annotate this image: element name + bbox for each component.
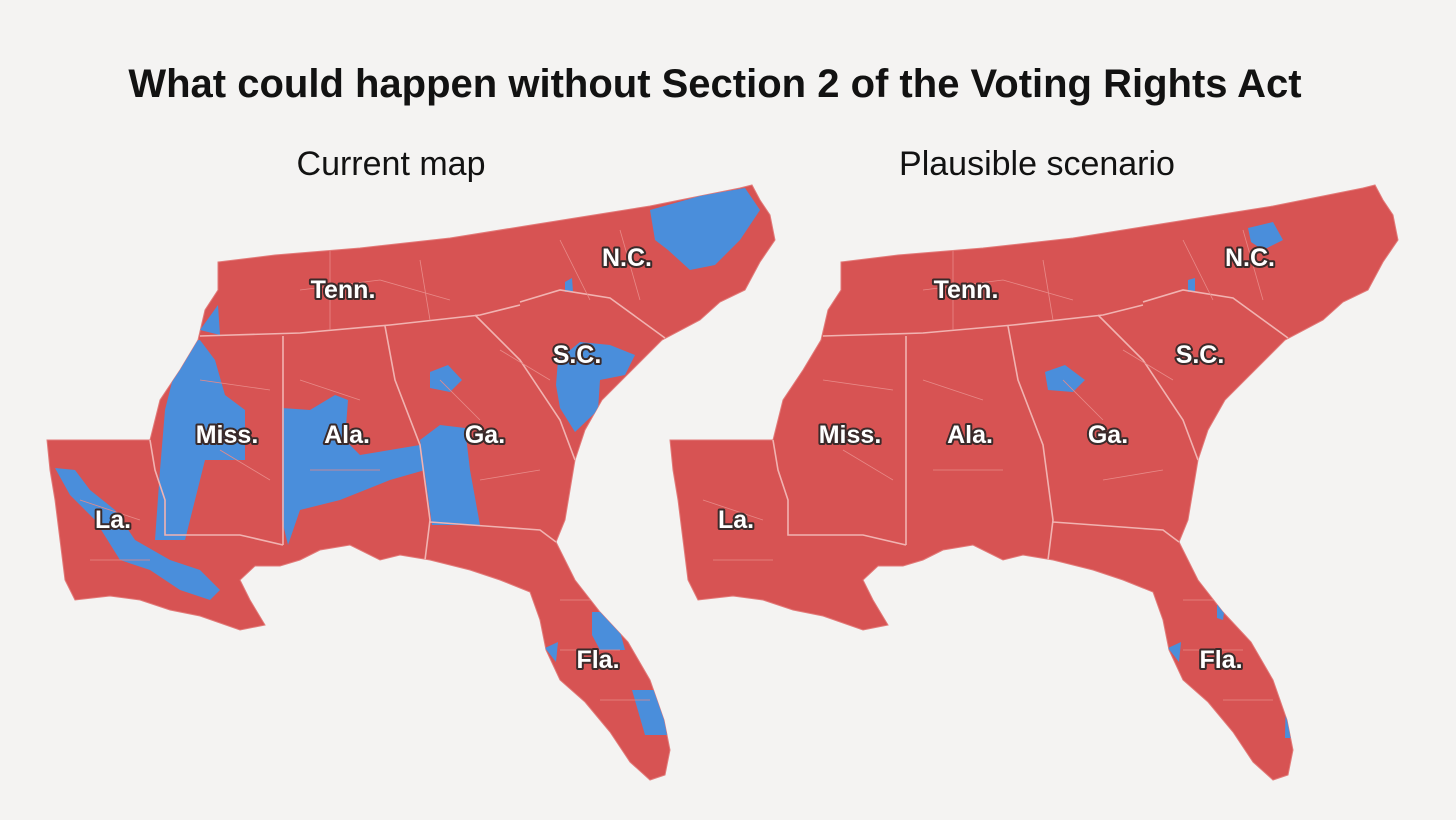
title: What could happen without Section 2 of t… xyxy=(128,62,1301,106)
state-label: N.C. xyxy=(1225,244,1275,272)
state-label: Ala. xyxy=(324,421,370,449)
map-scenario: Plausible scenario Tenn. N.C. S.C. Miss. Ala… xyxy=(669,145,1399,781)
land xyxy=(46,184,776,781)
state-label: S.C. xyxy=(1176,341,1225,369)
state-label: Fla. xyxy=(1199,646,1242,674)
state-label: Miss. xyxy=(819,421,882,449)
state-labels: Tenn. N.C. S.C. Miss. Ala. Ga. La. Fla. xyxy=(93,242,654,676)
state-label: La. xyxy=(718,506,754,534)
state-label: Tenn. xyxy=(311,276,376,304)
map-heading: Current map xyxy=(297,145,486,183)
state-label: S.C. xyxy=(553,341,602,369)
state-label: Ala. xyxy=(947,421,993,449)
state-labels: Tenn. N.C. S.C. Miss. Ala. Ga. La. Fla. xyxy=(716,242,1277,676)
state-label: Miss. xyxy=(196,421,259,449)
state-label: Fla. xyxy=(576,646,619,674)
state-label: Ga. xyxy=(465,421,505,449)
state-label: La. xyxy=(95,506,131,534)
state-label: Tenn. xyxy=(934,276,999,304)
map-heading: Plausible scenario xyxy=(899,145,1175,183)
state-label: Ga. xyxy=(1088,421,1128,449)
state-label: N.C. xyxy=(602,244,652,272)
land xyxy=(669,184,1399,781)
map-current: Current map Tenn. N.C. S.C. Miss. Ala. Ga. La.… xyxy=(46,145,776,781)
